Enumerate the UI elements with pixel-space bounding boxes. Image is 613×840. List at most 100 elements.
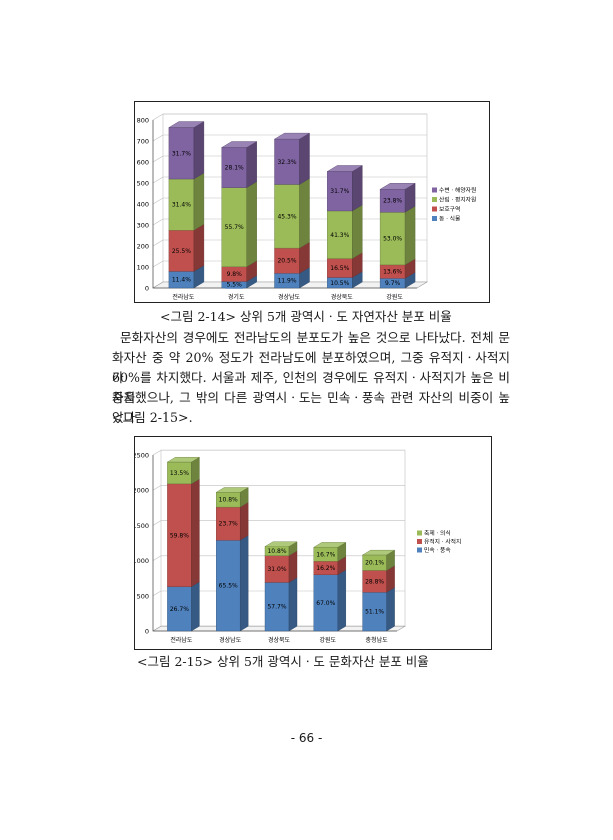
data-label: 45.3% [277, 213, 296, 220]
data-label-bg [276, 157, 298, 166]
data-label-bg [170, 246, 193, 255]
bar-segment-top [379, 183, 416, 190]
y-tick-label: 1000 [135, 557, 149, 565]
data-label-bg [329, 230, 351, 239]
data-label: 51.1% [365, 609, 384, 616]
data-label-bg [381, 234, 404, 243]
data-label-bg [276, 211, 298, 221]
data-label-bg [315, 598, 337, 607]
gridline-diagonal [152, 485, 162, 491]
bar-segment-side [386, 587, 395, 632]
y-tick-label: 2000 [135, 487, 149, 495]
legend-entry: 축제ㆍ의식 [424, 529, 451, 537]
data-label: 26.7% [170, 606, 189, 613]
bar-segment-side [193, 121, 205, 180]
paragraph-line-5: <그림 2-15>. [112, 410, 193, 425]
data-label-bg [223, 222, 245, 232]
bar-segment-side [299, 132, 310, 185]
y-tick-label: 700 [137, 138, 149, 146]
data-label-bg [329, 263, 351, 273]
chart-natural-assets-plot: 0 100 200 300 400 500 600 700 800 11.4% 25.5% 31.4%… [137, 113, 476, 301]
gridline-diagonal [152, 176, 164, 184]
data-label-bg [315, 549, 337, 559]
data-label: 16.2% [316, 565, 335, 572]
bar-segment-top [361, 549, 396, 556]
bar-segment-side [193, 172, 205, 231]
y-tick-label: 0 [145, 285, 149, 293]
bar-segment-top [326, 165, 364, 172]
data-label: 28.1% [225, 165, 244, 172]
category-label: 경상북도 [268, 636, 291, 644]
data-label: 53.0% [383, 236, 402, 243]
data-label: 32.3% [277, 159, 296, 166]
legend-swatch [432, 216, 437, 221]
gridline-diagonal [152, 134, 164, 142]
legend-swatch [417, 547, 422, 553]
paragraph-line-1: 문화자산의 경우에도 전라남도의 분포도가 높은 것으로 나타났다. 전체 문 [120, 330, 510, 345]
category-label: 경상남도 [278, 293, 301, 301]
data-label-bg [225, 269, 244, 279]
gridline-diagonal [152, 155, 164, 163]
bar-segment-top [273, 132, 311, 140]
bar-segment-top [313, 542, 347, 548]
legend-entry: 산림ㆍ평지자원 [439, 196, 476, 204]
bar-segment-side [239, 535, 249, 632]
data-label: 31.4% [172, 202, 191, 209]
legend-entry: 동ㆍ식물 [439, 215, 461, 223]
data-label: 13.6% [383, 269, 402, 276]
data-label: 59.8% [170, 532, 189, 539]
gridline-diagonal [152, 218, 164, 226]
data-label-bg [276, 256, 298, 265]
data-label-bg [383, 278, 402, 288]
data-label: 20.1% [365, 560, 384, 567]
data-label: 41.3% [330, 232, 349, 239]
legend-swatch [432, 197, 437, 202]
data-label-bg [363, 607, 386, 616]
data-label-bg [170, 275, 193, 284]
gridline-diagonal [152, 449, 162, 456]
data-label: 31.7% [172, 150, 191, 157]
gridline-diagonal [152, 555, 162, 561]
figure-caption-2-15: <그림 2-15> 상위 5개 광역시ㆍ도 문화자산 분포 비율 [137, 654, 429, 669]
data-label: 10.8% [267, 548, 286, 555]
y-tick-label: 300 [137, 222, 149, 230]
data-label-bg [381, 267, 404, 276]
category-label: 강원도 [386, 293, 403, 301]
data-label: 55.7% [225, 224, 244, 231]
bar-segment-side [246, 141, 257, 188]
bar-segment-side [352, 165, 363, 212]
data-label: 65.5% [219, 583, 238, 590]
data-label-bg [266, 602, 288, 611]
bar-segment-side [299, 178, 310, 249]
category-label: 경상북도 [331, 293, 354, 301]
category-label: 강원도 [320, 636, 337, 644]
bar-segment-side [337, 569, 347, 632]
data-label: 57.7% [267, 604, 286, 611]
y-tick-label: 2500 [135, 452, 149, 460]
chart-cultural-assets: 0 500 1000 1500 2000 2500 26.7% 59.8% 13.5% 전라남도 6… [134, 436, 492, 650]
gridline-diagonal [152, 113, 164, 121]
paragraph-line-4: 차지했으나, 그 밖의 다른 광역시ㆍ도는 민속ㆍ풍속 관련 자산의 비중이 높… [112, 390, 510, 425]
data-label-bg [217, 581, 239, 590]
data-label-bg [170, 148, 193, 158]
y-tick-label: 1500 [135, 522, 149, 530]
data-label: 25.5% [172, 248, 191, 255]
data-label-bg [276, 276, 298, 285]
legend-swatch [417, 539, 422, 544]
gridline-diagonal [152, 197, 164, 205]
data-label: 31.7% [330, 188, 349, 195]
legend-swatch [432, 187, 437, 193]
bar-segment-top [264, 541, 298, 547]
bar-segment-side [239, 501, 249, 541]
data-label: 11.9% [277, 278, 296, 285]
data-label-bg [329, 278, 351, 287]
bar-segment-top [215, 487, 249, 493]
legend-entry: 수변ㆍ해양자원 [439, 186, 476, 194]
page-number: - 66 - [290, 731, 323, 745]
bar-segment-top [166, 457, 201, 463]
data-label-bg [168, 604, 191, 613]
bar-segment-side [191, 581, 200, 632]
bar-segment-side [246, 181, 257, 268]
data-label-bg [329, 186, 351, 196]
data-label: 5.5% [227, 282, 243, 289]
